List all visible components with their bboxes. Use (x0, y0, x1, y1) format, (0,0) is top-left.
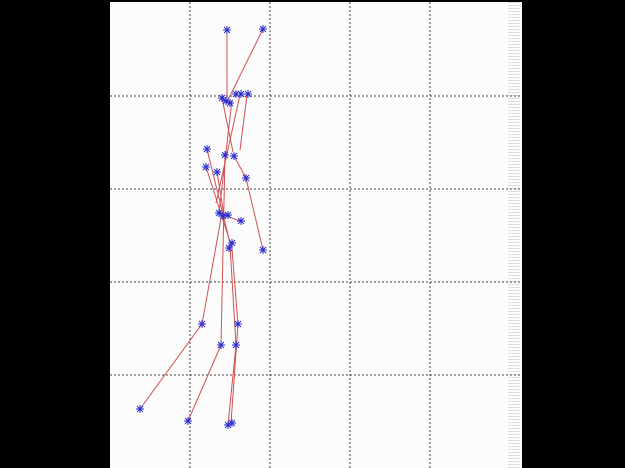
data-point-marker (237, 217, 245, 225)
data-point-marker (184, 417, 192, 425)
data-point-marker (230, 152, 238, 160)
data-point-marker (232, 90, 240, 98)
data-point-marker (198, 320, 206, 328)
data-point-marker (237, 90, 245, 98)
trajectory-segment (220, 154, 226, 346)
data-point-marker (259, 246, 267, 254)
data-point-marker (203, 145, 211, 153)
data-point-marker (232, 341, 240, 349)
data-point-marker (225, 244, 233, 252)
data-point-marker (228, 419, 236, 427)
trajectory-segment (187, 344, 222, 422)
data-point-marker (226, 99, 234, 107)
trajectory-segment (231, 248, 239, 325)
trajectory-segment (245, 177, 264, 251)
trajectory-segment (205, 166, 233, 249)
data-point-marker (242, 174, 250, 182)
trajectory-segment (201, 212, 223, 325)
data-point-marker (213, 168, 221, 176)
data-point-marker (244, 90, 252, 98)
data-point-marker (217, 341, 225, 349)
trajectory-segment (225, 28, 264, 105)
trajectory-segment (206, 148, 231, 244)
data-point-marker (221, 151, 229, 159)
trajectory-segment (215, 94, 241, 204)
data-point-marker (215, 209, 223, 217)
trajectory-segment (233, 155, 247, 179)
trajectory-segment (230, 323, 239, 424)
data-point-marker (224, 211, 232, 219)
data-point-marker (259, 25, 267, 33)
trajectory-segment (227, 344, 237, 426)
data-point-marker (202, 163, 210, 171)
data-point-marker (223, 26, 231, 34)
trajectory-segment (216, 171, 225, 216)
trajectory-segment (229, 244, 237, 346)
data-point-marker (136, 405, 144, 413)
plot-panel (110, 2, 522, 468)
trajectory-segment (139, 323, 203, 410)
data-point-marker (234, 320, 242, 328)
trajectory-segment (239, 94, 248, 151)
trajectory-segment (221, 97, 234, 153)
